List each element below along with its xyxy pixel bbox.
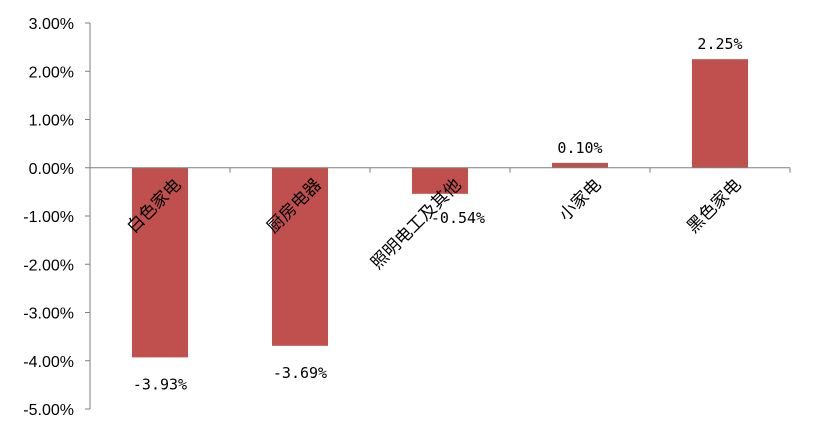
y-axis: 3.00% 2.00% 1.00% 0.00% -1.00% -2.00% -3.00% -4… bbox=[23, 16, 91, 419]
y-tick-label: -2.00% bbox=[23, 257, 74, 274]
y-tick-label: -5.00% bbox=[23, 402, 74, 419]
bar-1 bbox=[132, 167, 188, 358]
category-label: 小家电 bbox=[555, 175, 605, 225]
category-label: 黑色家电 bbox=[683, 175, 745, 237]
y-tick-label: 3.00% bbox=[29, 16, 74, 33]
y-tick-label: 0.00% bbox=[29, 161, 74, 178]
data-label: -0.54% bbox=[431, 209, 485, 227]
bar-5 bbox=[692, 59, 748, 168]
bar-4 bbox=[552, 162, 608, 168]
bar-2 bbox=[272, 167, 328, 346]
data-label: -3.69% bbox=[273, 364, 327, 382]
data-label: -3.93% bbox=[133, 375, 187, 393]
y-tick-label: 2.00% bbox=[29, 64, 74, 81]
y-tick-label: -4.00% bbox=[23, 354, 74, 371]
data-label: 2.25% bbox=[697, 35, 742, 53]
bar-3 bbox=[412, 167, 468, 194]
x-axis bbox=[89, 167, 791, 173]
y-tick-label: 1.00% bbox=[29, 113, 74, 130]
y-tick-label: -3.00% bbox=[23, 306, 74, 323]
data-labels-group: -3.93% -3.69% -0.54% 0.10% 2.25% bbox=[133, 35, 743, 393]
y-tick-label: -1.00% bbox=[23, 209, 74, 226]
data-label: 0.10% bbox=[557, 139, 602, 157]
bars-group bbox=[132, 59, 748, 358]
